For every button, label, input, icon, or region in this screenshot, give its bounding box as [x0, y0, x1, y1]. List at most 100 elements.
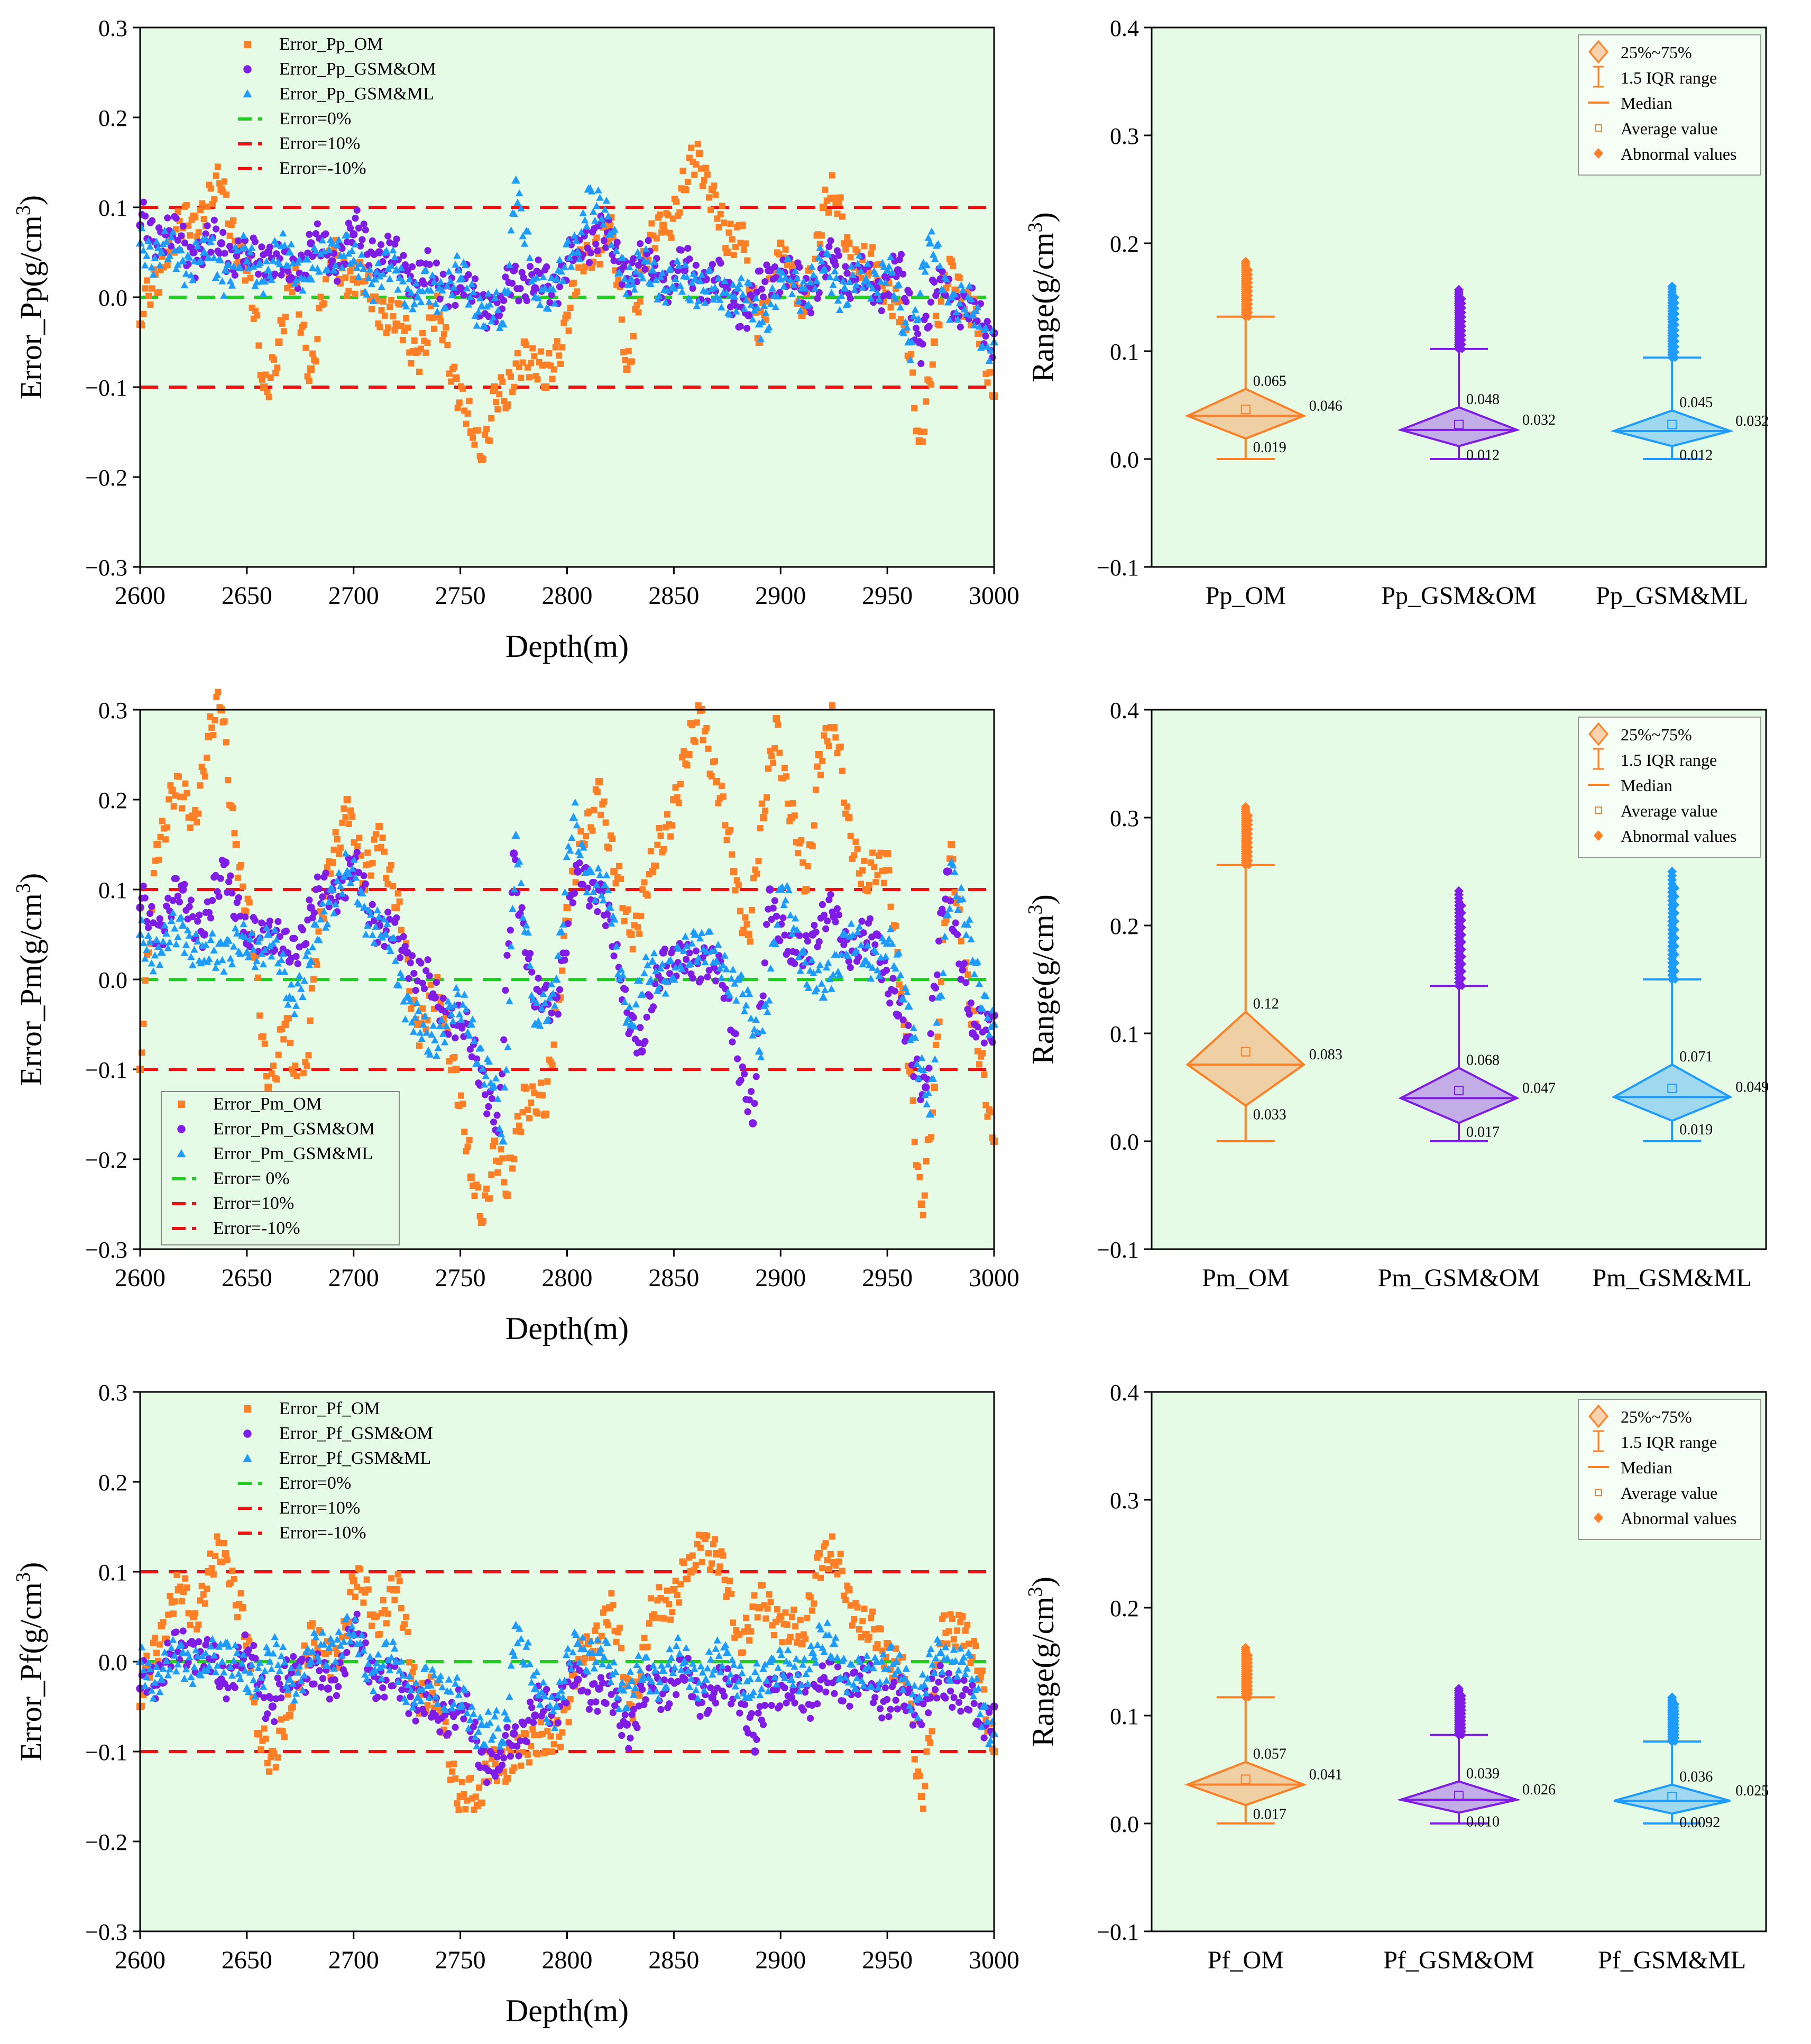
data-point [492, 1761, 499, 1768]
data-point [418, 345, 425, 352]
data-point [784, 1621, 790, 1628]
data-point [475, 1784, 482, 1791]
data-point [899, 329, 908, 336]
data-point [554, 338, 560, 345]
legend-label: Error=-10% [279, 159, 366, 178]
data-point [971, 1638, 978, 1645]
data-point [822, 925, 830, 932]
data-point [495, 1742, 504, 1750]
data-point [202, 234, 210, 242]
data-point [225, 1642, 233, 1650]
data-point [250, 945, 258, 953]
data-point [782, 273, 789, 281]
data-point [161, 1648, 169, 1656]
data-point [535, 256, 542, 264]
data-point [712, 956, 721, 965]
data-point [925, 323, 933, 330]
data-point [452, 1034, 459, 1042]
data-point [799, 277, 807, 285]
data-point [773, 921, 782, 928]
data-point [265, 393, 272, 400]
data-point [212, 964, 220, 971]
data-point [710, 1541, 717, 1547]
data-point [287, 980, 295, 988]
q1-label: 0.017 [1466, 1124, 1500, 1140]
data-point [573, 1638, 583, 1647]
data-point [370, 274, 380, 283]
data-point [518, 904, 526, 911]
data-point [856, 251, 863, 259]
data-point [495, 1124, 503, 1132]
data-point [307, 239, 315, 248]
data-point [491, 1138, 499, 1145]
data-point [292, 1690, 300, 1697]
data-point [726, 1578, 733, 1584]
data-point [891, 295, 899, 302]
data-point [427, 982, 434, 988]
data-point [688, 721, 695, 728]
data-point [808, 262, 816, 270]
data-point [810, 271, 817, 278]
data-point [221, 265, 230, 274]
data-point [208, 724, 215, 731]
data-point [409, 1669, 416, 1675]
data-point [723, 249, 731, 256]
legend-marker [177, 1125, 186, 1133]
data-point [618, 316, 625, 323]
data-point [544, 1728, 551, 1735]
data-point [481, 323, 489, 330]
data-point [951, 868, 959, 875]
data-point [481, 1741, 489, 1748]
data-point [813, 985, 821, 992]
data-point [712, 1536, 719, 1543]
data-point [236, 264, 244, 271]
data-point [182, 1575, 189, 1582]
data-point [219, 1559, 226, 1566]
data-point [399, 1671, 407, 1679]
data-point [379, 1684, 387, 1692]
data-point [802, 886, 810, 893]
data-point [697, 1544, 704, 1551]
data-point [885, 935, 893, 942]
data-point [210, 254, 218, 261]
data-point [761, 959, 768, 967]
data-point [616, 1625, 623, 1631]
data-point [584, 1667, 592, 1675]
data-point [526, 1759, 533, 1766]
data-point [730, 252, 737, 259]
data-point [284, 949, 292, 957]
data-point [888, 269, 896, 276]
data-point [213, 1662, 222, 1669]
data-point [632, 1000, 640, 1007]
data-point [730, 868, 738, 875]
data-point [611, 1668, 620, 1675]
data-point [817, 257, 826, 264]
data-point [642, 1653, 651, 1661]
data-point [338, 245, 346, 252]
q1-label: 0.033 [1253, 1107, 1286, 1123]
category-label: Pm_GSM&ML [1593, 1264, 1752, 1292]
data-point [369, 297, 378, 304]
data-point [755, 1046, 764, 1055]
x-tick-label: 3000 [969, 1264, 1019, 1292]
data-point [411, 1013, 419, 1021]
data-point [608, 1691, 615, 1698]
y-tick-label: −0.2 [85, 465, 127, 491]
data-point [937, 298, 944, 305]
data-point [691, 1567, 697, 1574]
data-point [183, 790, 190, 796]
data-point [516, 189, 523, 197]
data-point [542, 1748, 550, 1755]
data-point [194, 819, 200, 826]
data-point [705, 194, 712, 201]
data-point [152, 1663, 161, 1670]
data-point [814, 763, 821, 770]
data-point [709, 1560, 715, 1567]
data-point [494, 406, 501, 413]
data-point [886, 1000, 894, 1007]
data-point [347, 807, 354, 814]
data-point [511, 1156, 518, 1162]
x-tick-label: 2650 [222, 1264, 272, 1292]
legend-marker [178, 1101, 185, 1108]
data-point [866, 1634, 872, 1640]
